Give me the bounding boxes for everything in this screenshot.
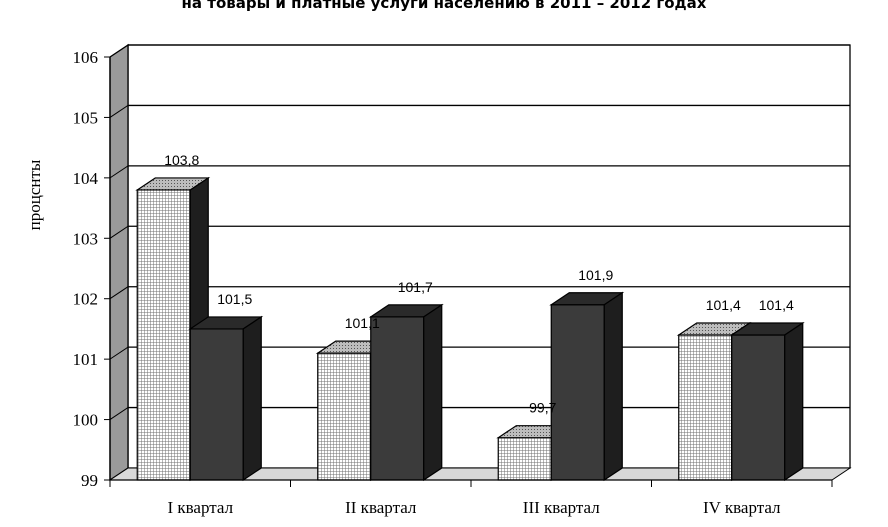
category-label: II квартал bbox=[345, 498, 417, 517]
bar-side bbox=[784, 321, 804, 482]
chart-title: на товары и платные услуги населению в 2… bbox=[181, 0, 707, 12]
data-label: 101,1 bbox=[345, 315, 380, 331]
y-tick-label: 99 bbox=[81, 471, 98, 490]
category-label: IV квартал bbox=[703, 498, 781, 517]
y-axis-title: процснты bbox=[25, 159, 44, 230]
y-tick-label: 106 bbox=[73, 48, 99, 67]
data-label: 101,5 bbox=[217, 291, 252, 307]
gridline-diagonal bbox=[109, 346, 129, 360]
bar-front bbox=[370, 316, 425, 481]
y-tick-label: 105 bbox=[73, 108, 99, 127]
data-label: 99,7 bbox=[529, 400, 556, 416]
y-axis-ticks: 99 100 101 102 103 104 105 106 bbox=[73, 48, 111, 490]
data-label: 101,7 bbox=[398, 279, 433, 295]
bar-side bbox=[423, 303, 443, 482]
y-tick-label: 104 bbox=[73, 169, 99, 188]
category-labels: I квартал II квартал III квартал IV квартал bbox=[109, 479, 833, 517]
data-label: 101,4 bbox=[759, 297, 794, 313]
category-label: I квартал bbox=[167, 498, 233, 517]
bar-front bbox=[189, 328, 244, 481]
gridline-diagonal bbox=[109, 286, 129, 300]
y-tick-label: 101 bbox=[73, 350, 99, 369]
data-labels: 103,8 101,5 101,1 101,7 99,7 101,9 101,4 101,4 bbox=[164, 152, 794, 416]
gridline-diagonal bbox=[109, 44, 129, 58]
bar bbox=[549, 291, 625, 482]
gridline-diagonal bbox=[109, 225, 129, 239]
bars bbox=[135, 176, 805, 482]
y-tick-label: 100 bbox=[73, 411, 99, 430]
bar bbox=[729, 321, 805, 482]
bar-front bbox=[136, 189, 191, 481]
gridline-diagonal bbox=[109, 165, 129, 179]
bar-front bbox=[497, 437, 552, 481]
bar-front bbox=[317, 352, 372, 481]
category-label: III квартал bbox=[523, 498, 600, 517]
data-label: 101,9 bbox=[578, 267, 613, 283]
bar-side bbox=[603, 291, 623, 482]
y-tick-label: 103 bbox=[73, 229, 99, 248]
data-label: 101,4 bbox=[706, 297, 741, 313]
bar-side bbox=[242, 315, 262, 482]
gridline-diagonal bbox=[109, 407, 129, 420]
left-wall bbox=[109, 43, 129, 482]
gridline-diagonal bbox=[109, 105, 129, 118]
data-label: 103,8 bbox=[164, 152, 199, 168]
bar-front bbox=[678, 334, 733, 481]
bar-front bbox=[731, 334, 786, 481]
bar bbox=[188, 315, 264, 482]
y-tick-label: 102 bbox=[73, 290, 99, 309]
bar-front bbox=[550, 304, 605, 481]
bar bbox=[368, 303, 444, 482]
